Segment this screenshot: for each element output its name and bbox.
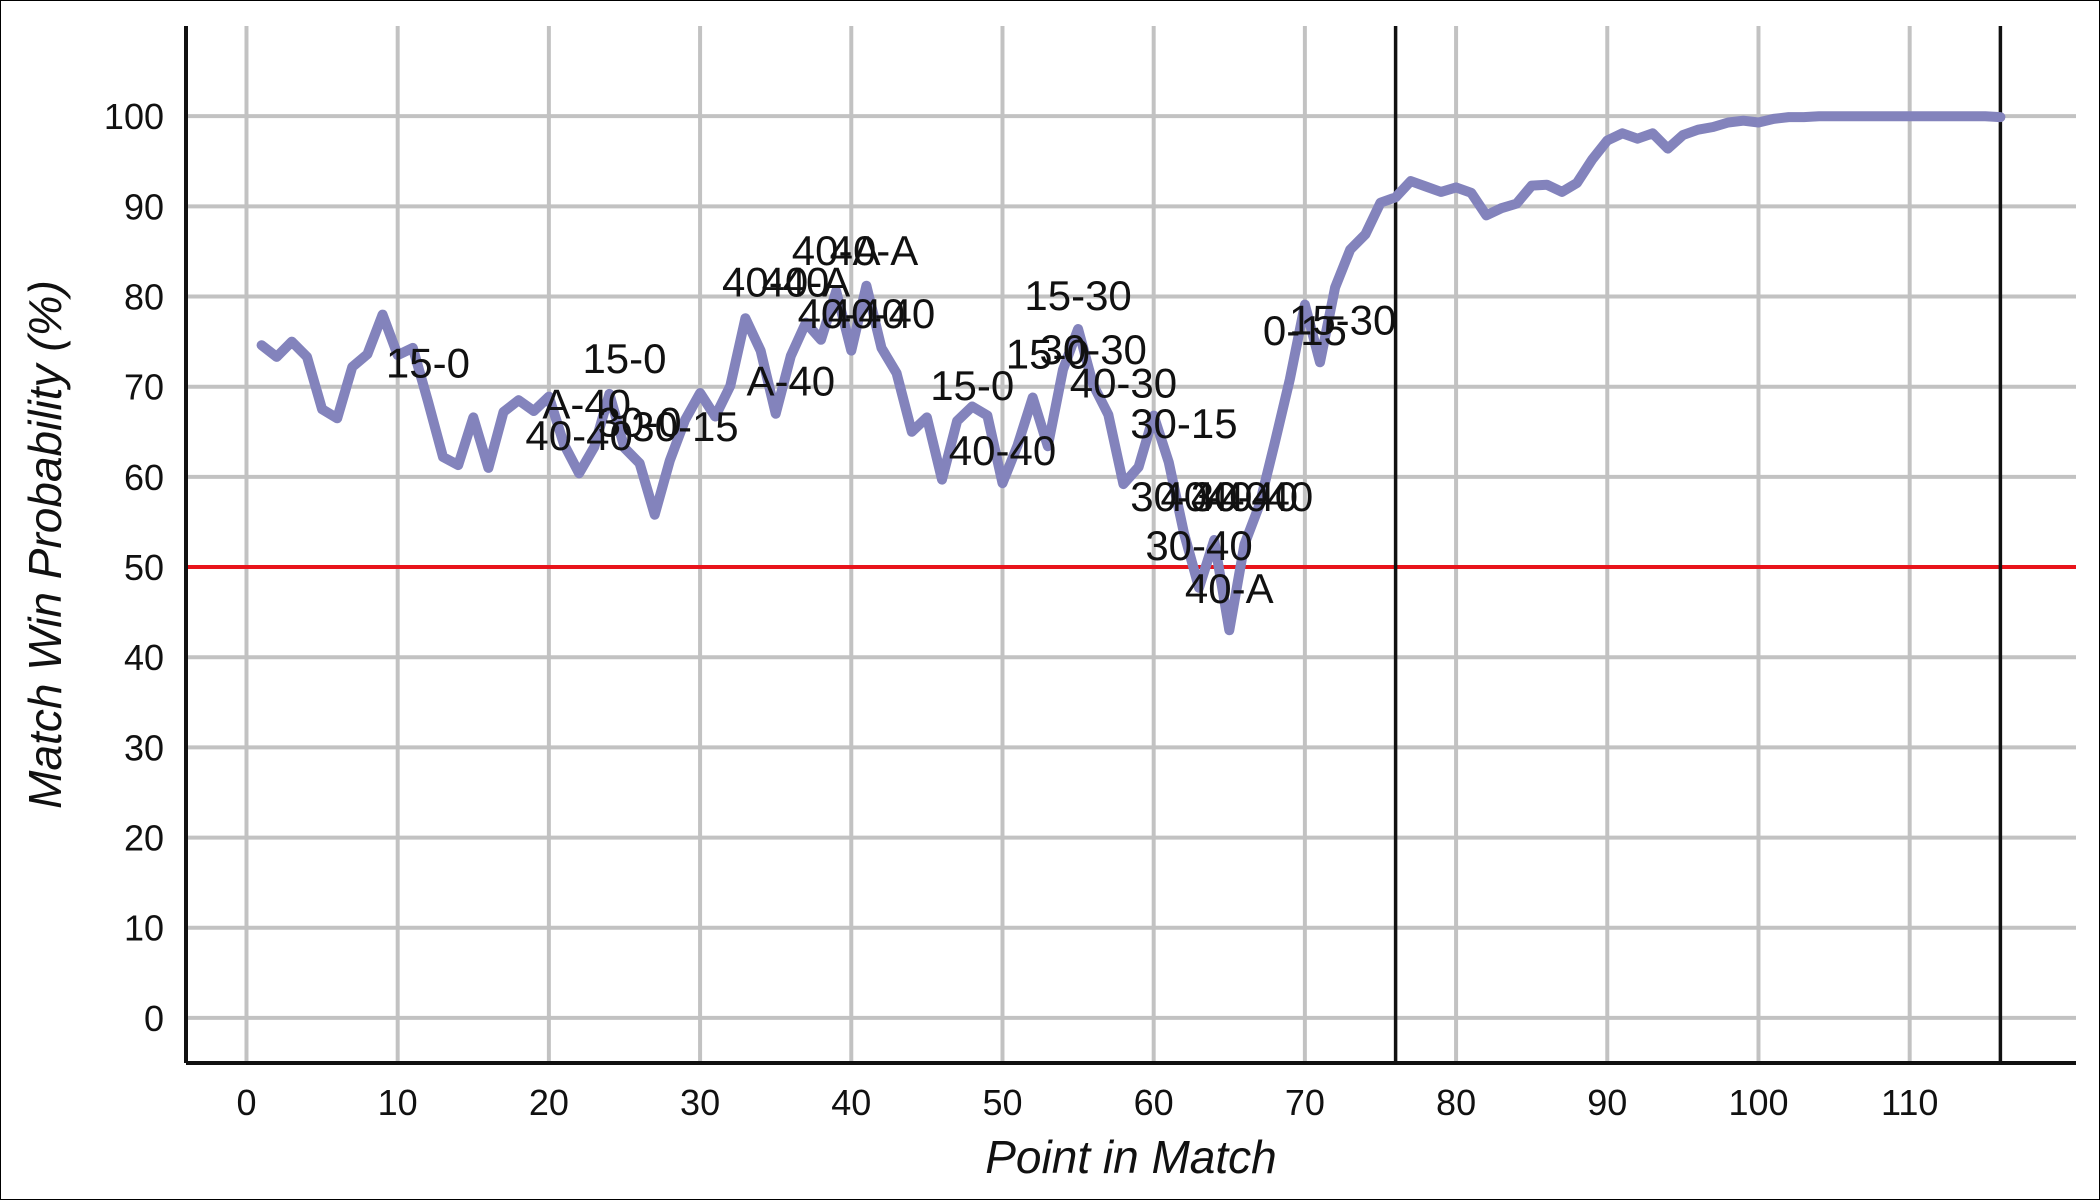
x-tick-label: 80 (1436, 1082, 1476, 1123)
x-tick-label: 100 (1728, 1082, 1788, 1123)
y-tick-label: 60 (124, 457, 164, 498)
y-tick-label: 20 (124, 818, 164, 859)
x-tick-label: 20 (529, 1082, 569, 1123)
score-annotation: A-40 (542, 380, 631, 427)
y-tick-label: 40 (124, 637, 164, 678)
x-tick-label: 70 (1285, 1082, 1325, 1123)
x-tick-label: 110 (1881, 1082, 1938, 1123)
score-annotation: 30-40 (1145, 522, 1252, 569)
reference-lines (186, 26, 2076, 1063)
score-annotation: 40-40 (722, 259, 829, 306)
x-tick-label: 10 (378, 1082, 418, 1123)
y-tick-label: 10 (124, 908, 164, 949)
score-annotation: 15-0 (582, 335, 666, 382)
axes (184, 26, 2076, 1065)
score-annotation: 40-40 (828, 290, 935, 337)
score-annotation: 40-40 (1160, 473, 1267, 520)
score-annotation: 40-40 (1206, 473, 1313, 520)
series (256, 111, 2006, 636)
x-tick-label: 40 (831, 1082, 871, 1123)
y-tick-label: 0 (144, 998, 164, 1039)
grid (186, 26, 2076, 1063)
x-axis-title: Point in Match (985, 1131, 1276, 1183)
score-annotation: 15-0 (930, 362, 1014, 409)
score-annotation: 15-30 (1289, 296, 1396, 343)
score-annotation: 40-A (1185, 565, 1274, 612)
score-annotation: 15-0 (1006, 331, 1090, 378)
y-tick-label: 70 (124, 367, 164, 408)
y-tick-label: 50 (124, 547, 164, 588)
annotations: 15-0 15-0A-4040-4030-030-1540-4040-A40-A4… (386, 227, 1397, 612)
score-annotation: 40-30 (1070, 360, 1177, 407)
score-annotation: 30-0 (598, 398, 682, 445)
score-annotation: 0-15 (1263, 307, 1347, 354)
win-probability-line (256, 111, 2006, 636)
score-annotation: 30-30 (1039, 326, 1146, 373)
score-annotation: 40-A (792, 227, 881, 274)
x-tick-label: 0 (236, 1082, 256, 1123)
x-tick-label: 30 (680, 1082, 720, 1123)
x-tick-label: 90 (1587, 1082, 1627, 1123)
score-annotation: 40-A (830, 227, 919, 274)
tick-labels: 0 10 20 30 40 50 60 70 80 90 100 110 0 10 20 30 40 50 60 70… (104, 96, 1938, 1123)
score-annotation: A-40 (746, 358, 835, 405)
y-tick-label: 100 (104, 96, 164, 137)
score-annotation: 40-A (762, 259, 851, 306)
score-annotation: 40-40 (525, 412, 632, 459)
y-tick-label: 80 (124, 277, 164, 318)
y-tick-label: 90 (124, 186, 164, 227)
y-tick-label: 30 (124, 727, 164, 768)
x-tick-label: 50 (982, 1082, 1022, 1123)
score-annotation: 40-40 (798, 290, 905, 337)
x-tick-label: 60 (1134, 1082, 1174, 1123)
score-annotation: 15-30 (1024, 272, 1131, 319)
score-annotation: 15-0 (386, 340, 470, 387)
score-annotation: 30-15 (1130, 400, 1237, 447)
score-annotation: 40-40 (949, 427, 1056, 474)
y-axis-title: Match Win Probability (%) (19, 280, 71, 809)
score-annotation: 30-40 (1191, 473, 1298, 520)
score-annotation: 30-15 (631, 403, 738, 450)
score-annotation: 30-40 (1130, 473, 1237, 520)
